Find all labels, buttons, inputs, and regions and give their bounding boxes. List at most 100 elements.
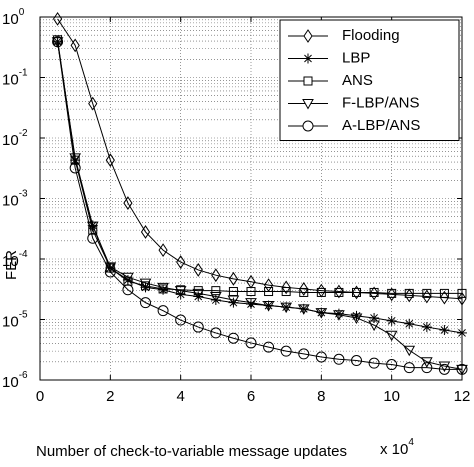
marker-star [421,322,432,333]
y-tick-exponent: 0 [19,7,25,18]
legend-label: Flooding [342,27,400,44]
marker-diamond [70,38,80,53]
marker-triangle [51,37,64,48]
marker-square [457,288,467,298]
marker-star [386,315,397,326]
marker-circle [438,363,450,375]
marker-diamond [211,268,221,283]
marker-triangle [245,298,257,309]
marker-circle [245,337,257,349]
y-tick-label: 10-5 [2,309,28,330]
marker-circle [403,362,415,374]
y-tick-label: 10-1 [2,67,28,88]
marker-square [281,287,291,297]
y-tick-label: 10-2 [2,128,28,149]
x-axis-label: Number of check-to-variable message upda… [36,443,347,460]
y-tick-base: 10 [2,192,19,209]
y-tick-exponent: -6 [19,370,28,381]
marker-triangle [209,291,222,303]
x-multiplier-exponent: 4 [408,437,414,448]
star-stroke [458,329,466,337]
y-tick-exponent: -3 [19,188,28,199]
marker-triangle [368,320,380,332]
y-tick-base: 10 [2,71,19,88]
marker-square [422,288,432,298]
marker-circle [315,351,327,363]
marker-diamond [52,12,63,26]
y-tick-label: 10-6 [2,370,28,391]
marker-triangle [403,345,416,357]
legend-label: LBP [342,49,370,66]
marker-circle [351,355,362,367]
marker-triangle [350,313,363,324]
y-tick-base: 10 [2,313,19,330]
x-tick-label: 4 [176,388,184,405]
marker-circle [157,305,169,317]
marker-triangle [297,304,310,315]
star-stroke [304,54,312,63]
marker-triangle [280,302,293,314]
marker-circle [263,341,275,353]
marker-circle [280,345,292,357]
marker-square [352,287,361,297]
marker-circle [386,359,398,371]
marker-square [141,281,150,291]
marker-square [211,286,221,296]
y-tick-label: 100 [2,7,25,28]
star-stroke [440,326,449,334]
marker-diamond [351,285,362,300]
marker-triangle [122,272,134,284]
marker-triangle [69,153,82,164]
legend-label: F-LBP/ANS [342,94,420,111]
star-stroke [370,314,378,322]
star-stroke [387,316,396,325]
marker-circle [302,120,314,132]
marker-square [264,287,274,297]
marker-square [299,287,309,297]
marker-circle [175,314,187,326]
x-tick-label: 6 [247,388,255,405]
series-line [57,41,463,370]
marker-circle [421,362,433,374]
marker-diamond [369,286,379,301]
marker-circle [227,332,239,344]
y-tick-exponent: -4 [19,249,28,260]
marker-star [404,318,415,329]
marker-triangle [385,330,398,342]
marker-square [439,288,449,298]
marker-triangle [174,286,187,297]
x-tick-label: 8 [317,388,325,405]
y-tick-label: 10-4 [2,249,28,270]
marker-diamond [439,290,450,305]
marker-diamond [228,271,239,286]
y-tick-exponent: -1 [19,67,28,78]
marker-diamond [176,255,186,269]
marker-star [303,53,313,64]
marker-circle [192,321,204,333]
marker-star [457,327,467,338]
marker-triangle [262,301,275,312]
marker-circle [210,327,222,339]
y-tick-exponent: -2 [19,128,28,139]
marker-square [404,288,414,298]
star-stroke [422,323,431,331]
marker-square [369,287,379,297]
marker-square [303,76,313,86]
marker-diamond [88,96,98,111]
marker-star [439,325,450,336]
x-multiplier-base: x 10 [380,441,408,458]
marker-circle [69,162,81,174]
marker-circle [52,36,64,48]
marker-square [246,287,256,297]
marker-triangle [315,308,328,319]
marker-diamond [140,225,151,239]
y-tick-base: 10 [2,11,19,28]
legend-label: A-LBP/ANS [342,117,420,134]
x-multiplier: x 104 [380,437,414,458]
marker-diamond [457,291,467,306]
marker-diamond [387,287,397,302]
y-tick-base: 10 [2,374,19,391]
marker-triangle [157,282,169,294]
marker-triangle [302,99,314,110]
